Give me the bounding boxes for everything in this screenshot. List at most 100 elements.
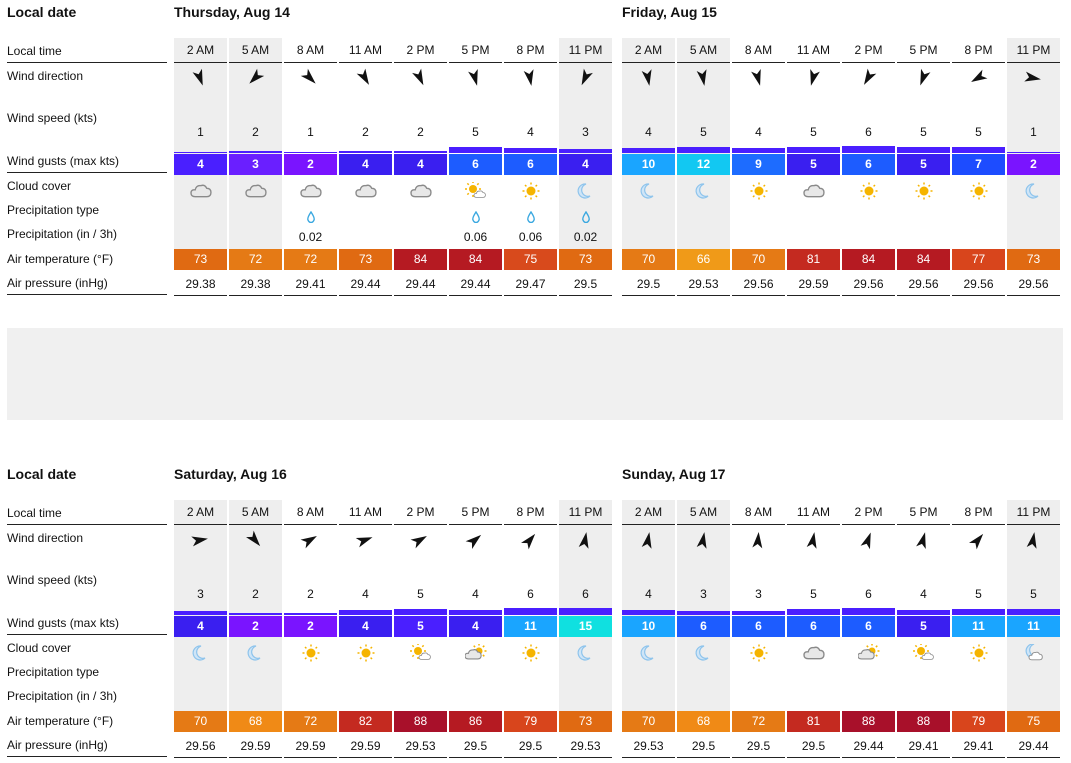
- wind-speed-value: 2: [252, 125, 259, 139]
- precip-value: [897, 228, 950, 246]
- moon-icon: [245, 644, 267, 662]
- wind-speed-value: 2: [362, 125, 369, 139]
- wind-direction-arrow-icon: [858, 530, 878, 550]
- wind-direction-arrow-icon: [520, 68, 540, 88]
- wind-speed-bar: [732, 148, 785, 153]
- cloud-icon: [190, 182, 212, 200]
- wind-speed-bar: [842, 146, 895, 153]
- precip-label: Precipitation (in / 3h): [7, 227, 118, 241]
- local-time-cell: 5 AM: [229, 500, 282, 525]
- wind-speed-bar: [284, 152, 337, 153]
- wind-speed-value: 5: [417, 587, 424, 601]
- forecast-block-2: Local date Local time Wind direction Win…: [0, 462, 1071, 763]
- hour-column: 2 AM 1 4 73 29.38: [174, 38, 227, 296]
- sun-cloud-icon: [410, 643, 432, 662]
- sun-icon: [520, 644, 542, 662]
- wind-gust-cell: 6: [842, 616, 895, 637]
- air-temp-cell: 73: [1007, 249, 1060, 270]
- wind-speed-bar: [229, 151, 282, 153]
- wind-gust-cell: 4: [339, 616, 392, 637]
- moon-icon: [190, 644, 212, 662]
- wind-speed-bar: [732, 611, 785, 615]
- precip-value: [394, 228, 447, 246]
- local-date-label: Local date: [7, 466, 77, 482]
- sun-icon: [520, 182, 542, 200]
- hour-column: 2 AM 4 10 70 29.5: [622, 38, 675, 296]
- sun-icon: [858, 182, 880, 200]
- hour-column: 8 PM 5 7 77 29.56: [952, 38, 1005, 296]
- wind-speed-value: 2: [252, 587, 259, 601]
- precip-value: [622, 690, 675, 708]
- hour-column: 11 PM 5 11 75 29.44: [1007, 500, 1060, 758]
- air-temp-cell: 70: [732, 249, 785, 270]
- wind-direction-label: Wind direction: [7, 531, 84, 545]
- wind-gust-cell: 3: [229, 154, 282, 175]
- wind-speed-bar: [1007, 152, 1060, 153]
- wind-speed-value: 6: [865, 125, 872, 139]
- air-temp-cell: 84: [842, 249, 895, 270]
- wind-speed-bar: [449, 147, 502, 153]
- wind-gust-cell: 2: [284, 154, 337, 175]
- wind-direction-arrow-icon: [245, 68, 265, 88]
- moon-icon: [638, 182, 660, 200]
- air-temp-cell: 72: [284, 711, 337, 732]
- hour-column: 11 PM 1 2 73 29.56: [1007, 38, 1060, 296]
- air-temp-cell: 88: [897, 711, 950, 732]
- wind-speed-value: 5: [920, 125, 927, 139]
- air-pressure-cell: 29.56: [897, 274, 950, 296]
- local-time-label: Local time: [7, 44, 167, 63]
- precip-type-label: Precipitation type: [7, 665, 100, 679]
- precip-value: [1007, 690, 1060, 708]
- local-time-cell: 8 AM: [732, 38, 785, 63]
- precip-value: [559, 690, 612, 708]
- hour-column: 11 AM 5 6 81 29.5: [787, 500, 840, 758]
- wind-speed-bar: [449, 610, 502, 615]
- moon-icon: [693, 644, 715, 662]
- wind-speed-bar: [284, 613, 337, 615]
- wind-direction-arrow-icon: [355, 68, 375, 88]
- wind-speed-value: 2: [307, 587, 314, 601]
- air-pressure-cell: 29.5: [787, 736, 840, 758]
- wind-speed-bar: [504, 148, 557, 153]
- wind-speed-bar: [622, 610, 675, 615]
- hour-column: 8 AM 1 2 0.02 72 29.41: [284, 38, 337, 296]
- moon-icon: [1023, 182, 1045, 200]
- air-pressure-cell: 29.5: [677, 736, 730, 758]
- air-pressure-cell: 29.44: [842, 736, 895, 758]
- air-temp-cell: 77: [952, 249, 1005, 270]
- wind-gust-cell: 11: [952, 616, 1005, 637]
- sun-cloud-icon: [465, 181, 487, 200]
- local-time-cell: 5 AM: [229, 38, 282, 63]
- wind-gust-cell: 6: [842, 154, 895, 175]
- precip-value: [449, 690, 502, 708]
- wind-direction-arrow-icon: [858, 68, 878, 88]
- local-time-label: Local time: [7, 506, 167, 525]
- cloud-icon: [245, 182, 267, 200]
- sun-icon: [748, 644, 770, 662]
- wind-speed-value: 1: [197, 125, 204, 139]
- hour-column: 8 AM 3 6 72 29.5: [732, 500, 785, 758]
- wind-speed-bar: [559, 608, 612, 615]
- day-column-group: Sunday, Aug 17 2 AM 4 10 70 29.53 5 AM 3 6 68 29.5…: [622, 466, 1061, 762]
- wind-speed-value: 4: [362, 587, 369, 601]
- wind-direction-arrow-icon: [1023, 530, 1043, 550]
- air-temp-cell: 88: [842, 711, 895, 732]
- air-temp-cell: 82: [339, 711, 392, 732]
- sun-icon: [300, 644, 322, 662]
- air-temp-cell: 73: [559, 249, 612, 270]
- wind-speed-bar: [229, 613, 282, 615]
- wind-speed-value: 5: [700, 125, 707, 139]
- sun-icon: [968, 182, 990, 200]
- cloud-icon: [300, 182, 322, 200]
- wind-speed-bar: [622, 148, 675, 153]
- wind-gust-cell: 2: [284, 616, 337, 637]
- hour-column: 2 PM 6 6 88 29.44: [842, 500, 895, 758]
- precip-value: [339, 228, 392, 246]
- air-temp-cell: 73: [339, 249, 392, 270]
- wind-speed-label: Wind speed (kts): [7, 111, 98, 125]
- sun-icon: [355, 644, 377, 662]
- wind-speed-value: 5: [1030, 587, 1037, 601]
- local-time-cell: 8 PM: [504, 500, 557, 525]
- air-pressure-cell: 29.59: [339, 736, 392, 758]
- air-temp-cell: 81: [787, 711, 840, 732]
